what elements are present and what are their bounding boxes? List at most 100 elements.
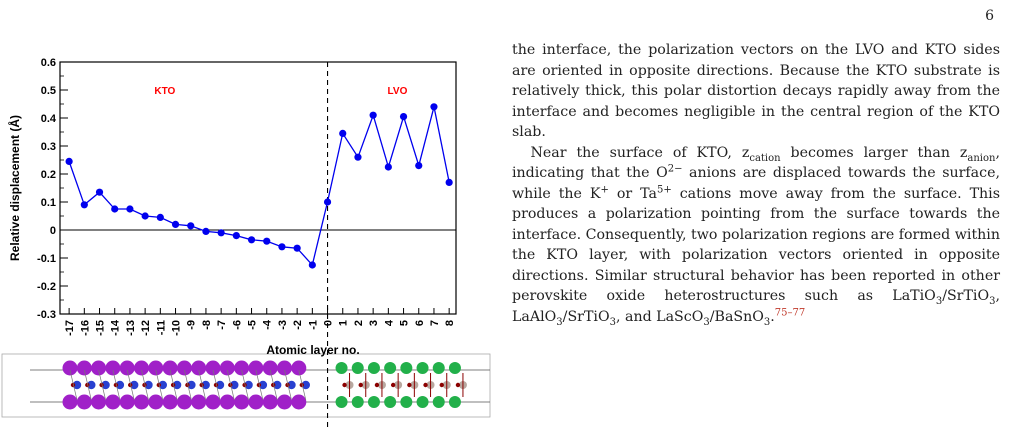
x-tick-label: -17 bbox=[64, 320, 76, 336]
x-tick-label: -6 bbox=[231, 320, 243, 330]
bond bbox=[284, 369, 292, 401]
x-tick-label: -1 bbox=[307, 320, 319, 330]
potassium-atom bbox=[291, 394, 307, 410]
potassium-atom bbox=[205, 360, 221, 376]
potassium-atom bbox=[234, 394, 250, 410]
potassium-atom bbox=[248, 360, 264, 376]
y-tick-label: -0.3 bbox=[37, 309, 56, 321]
y-tick-label: 0 bbox=[50, 225, 56, 237]
x-tick-label: -15 bbox=[95, 320, 107, 336]
potassium-atom bbox=[219, 394, 235, 410]
potassium-atom bbox=[191, 360, 207, 376]
bond bbox=[241, 369, 249, 401]
tantalum-atom bbox=[244, 380, 253, 390]
data-point bbox=[293, 244, 301, 252]
x-tick-label: 3 bbox=[368, 320, 380, 326]
x-tick-label: 5 bbox=[399, 320, 411, 326]
bond bbox=[212, 369, 221, 401]
x-tick-label: 0 bbox=[323, 320, 335, 326]
x-tick-label: 7 bbox=[429, 320, 441, 326]
x-tick-label: 6 bbox=[414, 320, 426, 326]
y-tick-label: -0.1 bbox=[37, 253, 56, 265]
oxygen-atom bbox=[358, 382, 363, 388]
oxygen-atom bbox=[374, 382, 380, 388]
bond bbox=[98, 369, 106, 401]
tantalum-atom bbox=[287, 380, 296, 390]
potassium-atom bbox=[134, 360, 149, 376]
potassium-atom bbox=[162, 394, 178, 410]
tantalum-atom bbox=[215, 380, 225, 390]
potassium-atom bbox=[119, 360, 135, 376]
data-point bbox=[308, 261, 316, 269]
displacement-chart: 0.60.50.40.30.20.10-0.1-0.2-0.3-17 -16 -15… bbox=[1, 57, 491, 428]
body-text: the interface, the polarization vectors … bbox=[512, 40, 1000, 327]
x-tick-label: 4 bbox=[383, 319, 395, 326]
data-point bbox=[445, 178, 453, 186]
bond bbox=[269, 369, 278, 401]
lanthanum-atom bbox=[384, 396, 397, 408]
data-point bbox=[384, 163, 392, 171]
data-point bbox=[95, 188, 104, 196]
data-point bbox=[217, 229, 225, 237]
tantalum-atom bbox=[273, 380, 282, 390]
data-point bbox=[65, 157, 73, 165]
y-axis-label: Relative displacement (Å) bbox=[7, 115, 22, 261]
x-tick-label: -8 bbox=[201, 320, 213, 330]
bond bbox=[126, 369, 135, 401]
lanthanum-atom bbox=[416, 396, 429, 408]
data-point bbox=[399, 113, 408, 121]
potassium-atom bbox=[262, 394, 278, 410]
data-point bbox=[278, 243, 286, 251]
potassium-atom bbox=[248, 394, 264, 410]
lanthanum-atom bbox=[416, 362, 429, 374]
potassium-atom bbox=[62, 360, 78, 376]
lanthanum-atom bbox=[448, 396, 461, 408]
citation[interactable]: 75–77 bbox=[774, 306, 806, 318]
bond bbox=[298, 369, 307, 401]
x-tick-label: -5 bbox=[247, 320, 259, 330]
data-point bbox=[126, 205, 134, 213]
potassium-atom bbox=[76, 360, 92, 376]
x-axis-label: Atomic layer no. bbox=[266, 343, 359, 357]
x-tick-label: -4 bbox=[262, 319, 274, 330]
paragraph-1: the interface, the polarization vectors … bbox=[512, 42, 1000, 140]
x-tick-label: 8 bbox=[444, 320, 456, 326]
y-tick-label: 0.1 bbox=[41, 197, 56, 209]
data-point bbox=[141, 212, 149, 220]
bond bbox=[226, 369, 235, 401]
series-line bbox=[68, 106, 450, 267]
data-point bbox=[187, 222, 195, 230]
x-tick-label: -2 bbox=[292, 320, 304, 330]
potassium-atom bbox=[291, 360, 307, 376]
bond bbox=[255, 369, 264, 401]
y-tick-label: 0.5 bbox=[41, 85, 56, 97]
bond bbox=[155, 369, 164, 401]
potassium-atom bbox=[176, 360, 192, 376]
potassium-atom bbox=[262, 360, 278, 376]
plot-frame bbox=[59, 61, 457, 315]
x-tick-label: -12 bbox=[140, 320, 152, 336]
tantalum-atom bbox=[172, 380, 182, 390]
lanthanum-atom bbox=[400, 396, 413, 408]
potassium-atom bbox=[205, 394, 221, 410]
data-point bbox=[354, 153, 362, 161]
tantalum-atom bbox=[258, 380, 268, 390]
tantalum-atom bbox=[115, 380, 125, 390]
potassium-atom bbox=[219, 360, 235, 376]
potassium-atom bbox=[148, 360, 164, 376]
data-point bbox=[430, 103, 438, 111]
tantalum-atom bbox=[230, 380, 239, 390]
y-tick-label: 0.3 bbox=[41, 141, 56, 153]
potassium-atom bbox=[134, 394, 149, 410]
tantalum-atom bbox=[101, 380, 110, 390]
bond bbox=[184, 369, 192, 401]
bond bbox=[112, 369, 121, 401]
x-tick-label: -11 bbox=[155, 320, 167, 335]
lanthanum-atom bbox=[432, 362, 445, 374]
lanthanum-atom bbox=[335, 362, 348, 374]
lanthanum-atom bbox=[367, 396, 380, 408]
potassium-atom bbox=[162, 360, 178, 376]
lanthanum-atom bbox=[400, 362, 413, 374]
crystal-structure-image bbox=[1, 353, 491, 418]
region-label-kto: KTO bbox=[154, 86, 175, 97]
